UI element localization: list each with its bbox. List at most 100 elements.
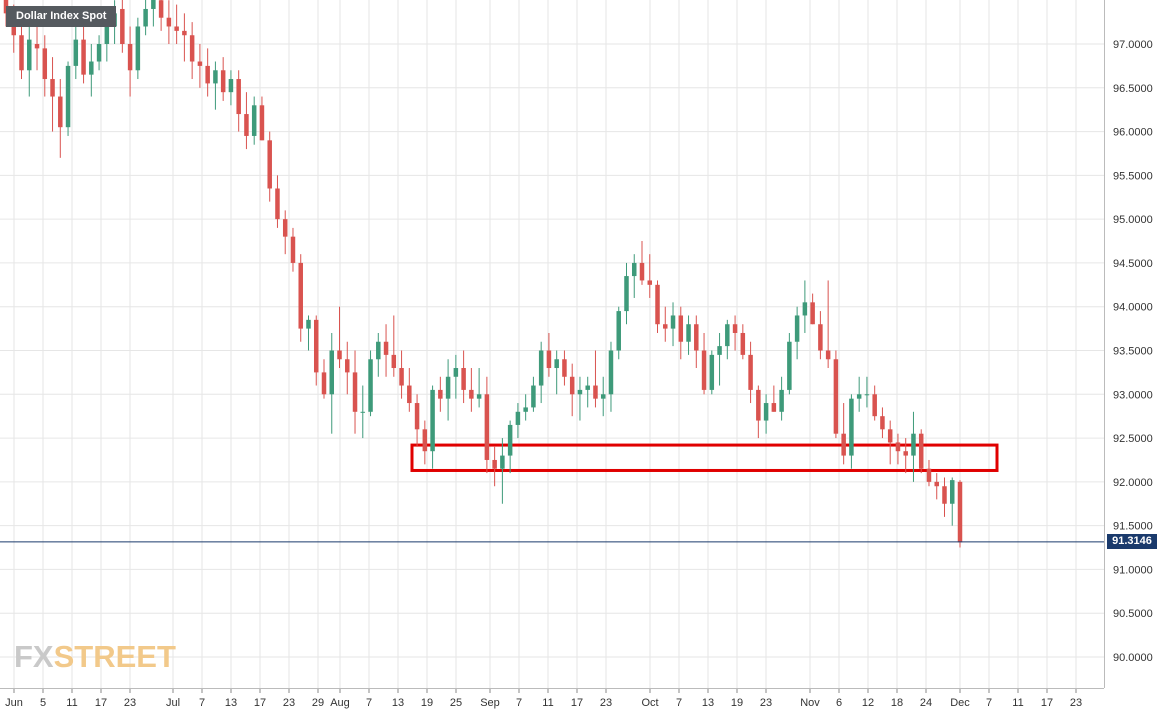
candle-body — [763, 403, 769, 421]
candle-body — [911, 433, 916, 456]
candle-body — [73, 39, 79, 66]
y-tick-labels: 97.0000 96.5000 96.0000 95.5000 95.0000 94.50… — [1113, 39, 1153, 664]
candle-body — [818, 324, 823, 351]
x-tick-label: Aug — [330, 697, 350, 709]
candle-body — [352, 372, 358, 412]
candle-down — [639, 241, 645, 285]
candle-up — [89, 44, 94, 97]
candle-up — [476, 368, 482, 408]
candle-body — [414, 403, 420, 430]
candle-body — [461, 368, 466, 390]
candle-down — [321, 359, 327, 399]
x-tick-label: 18 — [891, 697, 903, 709]
candle-down — [267, 131, 272, 202]
x-tick-label: 23 — [1070, 697, 1082, 709]
candle-body — [523, 407, 528, 412]
candle-body — [58, 96, 63, 128]
candle-down — [50, 57, 55, 132]
candle-down — [562, 350, 567, 386]
candle-body — [306, 319, 311, 329]
candle-body — [469, 389, 474, 399]
candle-body — [507, 424, 513, 456]
logo-street: STREET — [53, 639, 176, 674]
support-zone-box — [410, 443, 999, 472]
y-tick-label: 91.5000 — [1113, 521, 1153, 533]
candle-up — [531, 376, 536, 412]
candle-body — [376, 341, 381, 360]
candle-down — [166, 0, 172, 44]
candle-down — [492, 446, 497, 487]
candle-body — [189, 35, 195, 62]
x-tick-label: 25 — [450, 697, 462, 709]
y-tick-label: 95.0000 — [1113, 214, 1153, 226]
candle-body — [655, 284, 660, 325]
candle-up — [251, 96, 257, 145]
x-tick-label: 7 — [366, 697, 372, 709]
candle-down — [407, 368, 412, 412]
candle-body — [174, 26, 179, 31]
candle-up — [585, 376, 590, 408]
candle-body — [438, 389, 443, 399]
candle-up — [453, 354, 459, 399]
x-tick-label: 23 — [124, 697, 136, 709]
candle-down — [422, 420, 428, 465]
candle-up — [430, 385, 435, 469]
y-tick-label: 92.0000 — [1113, 477, 1153, 489]
x-tick-label: 29 — [312, 697, 324, 709]
candle-body — [694, 324, 699, 351]
candle-down — [678, 306, 684, 360]
candle-body — [120, 8, 125, 45]
x-tick-label: 7 — [986, 697, 992, 709]
candle-up — [856, 376, 862, 412]
candle-body — [957, 481, 963, 543]
candle-up — [616, 306, 621, 360]
x-tick-label: 5 — [40, 697, 46, 709]
candle-body — [825, 350, 831, 360]
candle-down — [189, 22, 195, 80]
candle-body — [321, 372, 327, 395]
candle-body — [856, 394, 862, 399]
candle-body — [725, 324, 730, 347]
candle-up — [507, 420, 513, 474]
candle-down — [259, 96, 265, 141]
candle-up — [360, 385, 366, 439]
candle-body — [360, 411, 366, 413]
x-tick-label: 17 — [1041, 697, 1053, 709]
candle-body — [492, 459, 497, 469]
candle-down — [957, 480, 963, 548]
candle-body — [562, 359, 567, 377]
candle-body — [918, 433, 924, 469]
candle-body — [81, 39, 86, 75]
candle-body — [810, 302, 815, 325]
candle-up — [709, 350, 715, 395]
x-tick-label: 23 — [600, 697, 612, 709]
candle-down — [833, 350, 839, 439]
candle-up — [65, 61, 71, 136]
candle-down — [58, 79, 63, 158]
candle-up — [306, 315, 311, 351]
candle-up — [717, 332, 722, 386]
candle-up — [135, 17, 141, 80]
candle-body — [220, 70, 226, 93]
candle-body — [608, 350, 614, 395]
candle-body — [368, 359, 373, 412]
candle-body — [678, 315, 684, 342]
candle-body — [701, 350, 707, 390]
candle-down — [942, 477, 947, 517]
candle-body — [166, 17, 172, 27]
candle-body — [631, 262, 637, 277]
candle-body — [864, 394, 870, 396]
candle-down — [748, 341, 753, 404]
candle-body — [267, 140, 272, 189]
candle-down — [298, 254, 303, 342]
candle-up — [864, 376, 870, 408]
candle-down — [205, 48, 210, 97]
y-tick-label: 93.0000 — [1113, 389, 1153, 401]
candle-body — [236, 79, 241, 115]
x-tick-label: 17 — [95, 697, 107, 709]
candle-up — [686, 315, 691, 355]
x-tick-label: 19 — [731, 697, 743, 709]
candle-body — [484, 394, 490, 460]
x-tick-label: 23 — [760, 697, 772, 709]
candle-body — [42, 48, 48, 80]
